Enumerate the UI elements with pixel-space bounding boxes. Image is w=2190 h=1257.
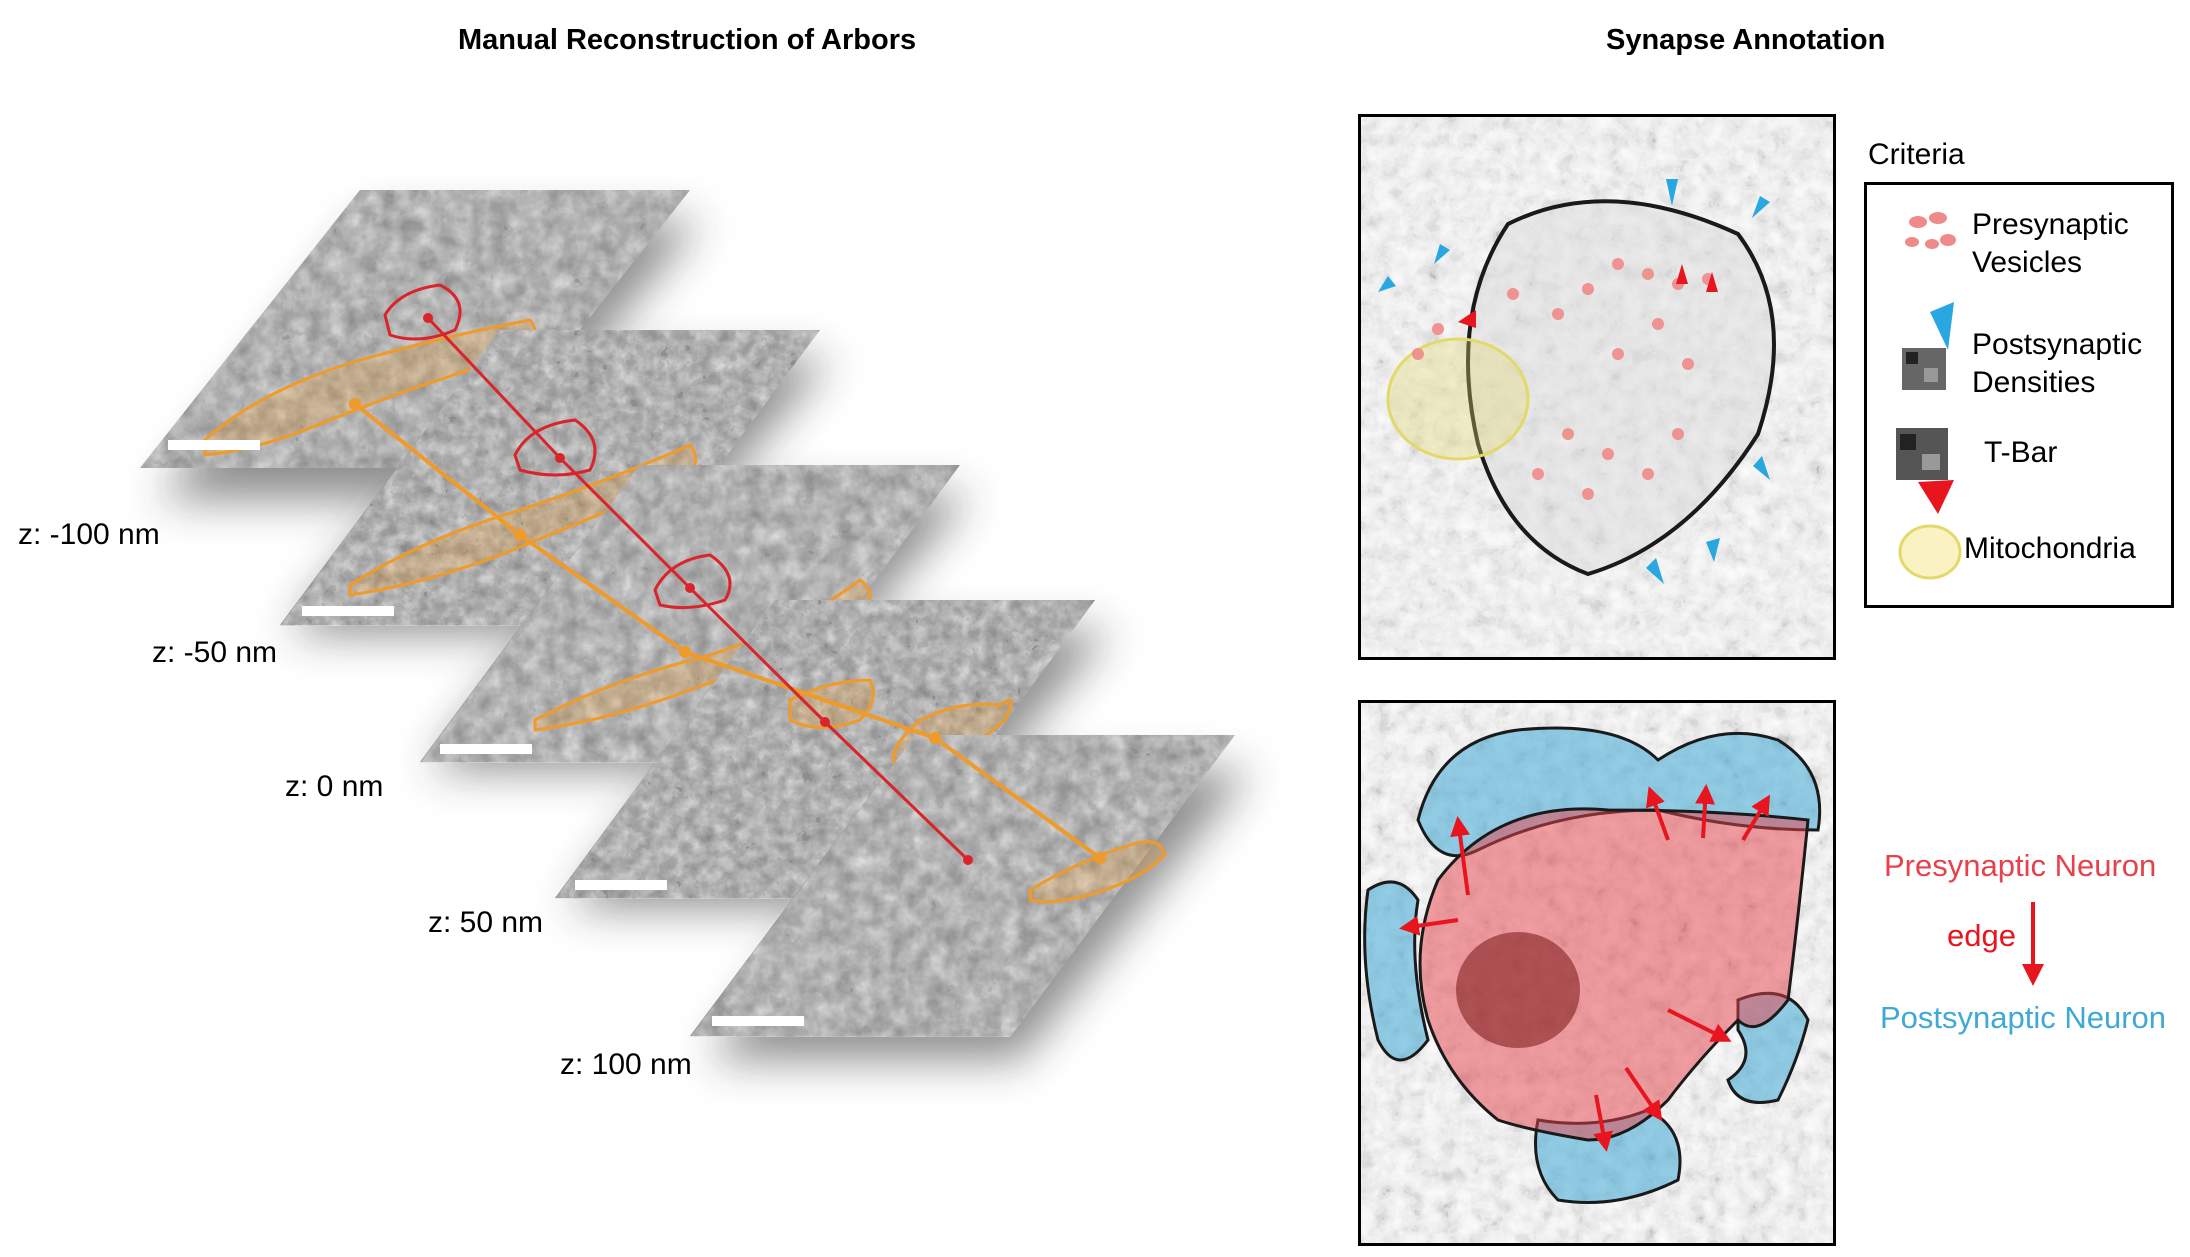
criteria-icons <box>1896 212 1962 580</box>
t-bar-icon <box>1896 428 1954 514</box>
criteria-heading: Criteria <box>1868 138 1965 171</box>
left-panel-title: Manual Reconstruction of Arbors <box>458 24 917 56</box>
vesicles-icon <box>1905 212 1956 249</box>
legend-postsynaptic: Postsynaptic Neuron <box>1880 1000 2167 1035</box>
criteria-tbar: T-Bar <box>1984 436 2058 469</box>
right-panel-title: Synapse Annotation <box>1606 24 1886 56</box>
segmentation-em-image <box>1358 700 1836 1246</box>
em-slice-stack <box>140 190 1250 1060</box>
arbor-trace-nodes <box>349 398 1106 864</box>
legend-edge-arrow <box>2022 902 2044 986</box>
legend-edge: edge <box>1947 918 2016 953</box>
criteria-vesicles-line2: Vesicles <box>1972 246 2083 279</box>
criteria-vesicles-line1: Presynaptic <box>1972 208 2129 241</box>
postsynaptic-density-markers <box>1378 179 1770 584</box>
synapse-trace-nodes <box>423 313 973 865</box>
presynaptic-vesicles <box>1412 258 1714 500</box>
z-label-minus-50: z: -50 nm <box>152 636 278 669</box>
z-label-50: z: 50 nm <box>428 906 544 939</box>
criteria-box <box>1864 182 2174 608</box>
synapse-em-image <box>1358 114 1836 660</box>
legend-presynaptic: Presynaptic Neuron <box>1884 848 2157 883</box>
mitochondria-icon <box>1898 524 1962 580</box>
t-bar-markers <box>1458 264 1718 328</box>
criteria-densities-line2: Densities <box>1972 366 2096 399</box>
mitochondria-dark <box>1456 932 1580 1048</box>
z-label-100: z: 100 nm <box>560 1048 692 1081</box>
z-label-minus-100: z: -100 nm <box>18 518 160 551</box>
criteria-densities-line1: Postsynaptic <box>1972 328 2143 361</box>
criteria-mitochondria: Mitochondria <box>1964 532 2136 565</box>
z-label-0: z: 0 nm <box>285 770 384 803</box>
edge-arrows <box>1399 784 1771 1152</box>
postsynaptic-density-icon <box>1902 302 1954 390</box>
